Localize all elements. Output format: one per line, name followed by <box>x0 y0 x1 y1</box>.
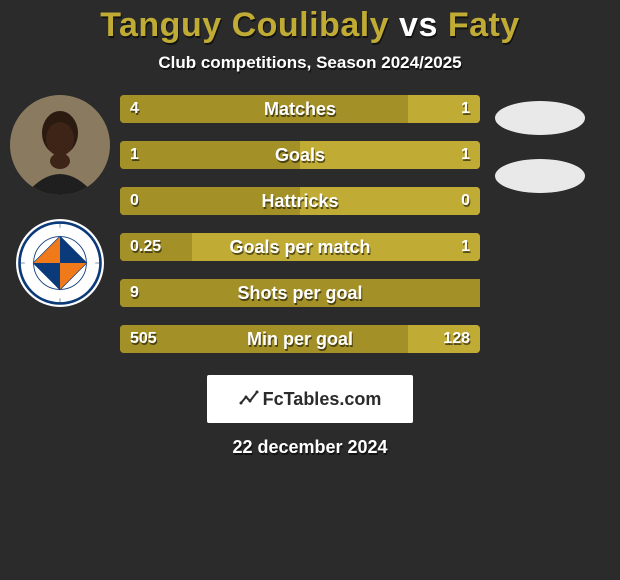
club-badge-icon <box>16 219 104 307</box>
bar-fill-left <box>120 325 408 353</box>
chart-icon <box>239 389 259 409</box>
person-icon <box>10 95 110 195</box>
bar-fill-right <box>192 233 480 261</box>
date-text: 22 december 2024 <box>0 437 620 458</box>
bar-fill-right <box>408 325 480 353</box>
bar-fill-right <box>300 187 480 215</box>
stats-bars: Matches41 Goals11 Hattricks00 Goals per mat… <box>120 95 480 353</box>
brand-logo: FcTables.com <box>239 389 382 410</box>
bar-fill-right <box>300 141 480 169</box>
stat-bar: Matches41 <box>120 95 480 123</box>
stat-bar: Goals per match0.251 <box>120 233 480 261</box>
stat-bar: Hattricks00 <box>120 187 480 215</box>
stat-bar: Goals11 <box>120 141 480 169</box>
player1-club-badge <box>16 219 104 307</box>
left-column <box>0 95 120 353</box>
brand-box: FcTables.com <box>207 375 413 423</box>
stat-bar: Min per goal505128 <box>120 325 480 353</box>
subtitle: Club competitions, Season 2024/2025 <box>0 53 620 73</box>
stat-bar: Shots per goal9 <box>120 279 480 307</box>
bar-fill-left <box>120 187 300 215</box>
bar-fill-left <box>120 279 480 307</box>
bar-fill-left <box>120 95 408 123</box>
player2-club-badge <box>495 159 585 193</box>
player2-avatar <box>495 101 585 135</box>
title-vs: vs <box>399 6 438 44</box>
page-title: Tanguy Coulibaly vs Faty <box>0 0 620 45</box>
bar-fill-left <box>120 233 192 261</box>
player1-avatar <box>10 95 110 195</box>
right-column <box>480 95 600 353</box>
brand-text: FcTables.com <box>263 389 382 410</box>
bar-fill-left <box>120 141 300 169</box>
title-player2: Faty <box>448 6 520 44</box>
bar-fill-right <box>408 95 480 123</box>
title-player1: Tanguy Coulibaly <box>100 6 389 44</box>
